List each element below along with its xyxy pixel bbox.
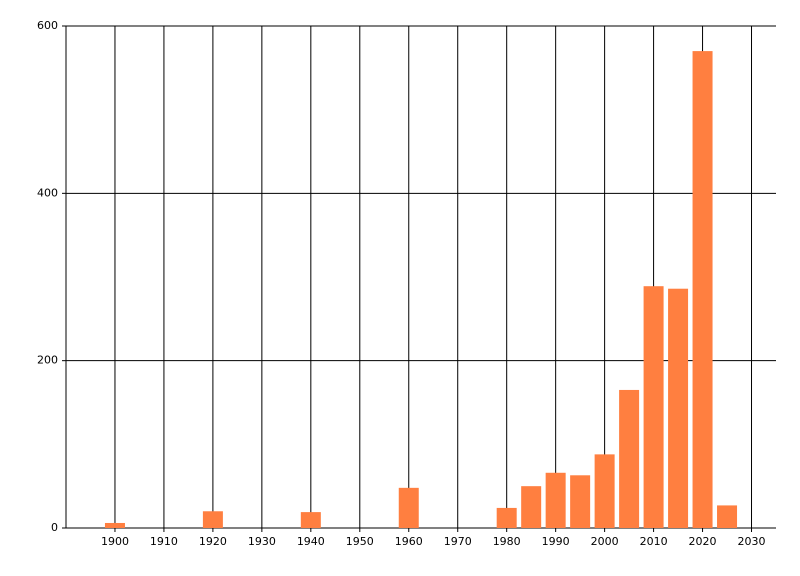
bar	[668, 288, 689, 528]
x-tick-label: 1970	[444, 535, 472, 548]
x-tick-label: 1980	[493, 535, 521, 548]
bar	[717, 505, 738, 528]
bar	[398, 487, 419, 528]
bar	[643, 286, 664, 528]
x-tick-label: 1950	[346, 535, 374, 548]
bar	[521, 486, 542, 528]
x-tick-label: 1930	[248, 535, 276, 548]
bar	[104, 522, 125, 528]
x-tick-label: 1910	[150, 535, 178, 548]
bar	[570, 475, 591, 528]
x-tick-label: 2030	[738, 535, 766, 548]
x-tick-label: 1960	[395, 535, 423, 548]
bar	[692, 51, 713, 528]
bar	[619, 389, 640, 528]
x-tick-label: 2000	[591, 535, 619, 548]
y-tick-label: 400	[37, 186, 58, 199]
x-tick-label: 1900	[101, 535, 129, 548]
x-tick-label: 1920	[199, 535, 227, 548]
bar	[300, 512, 321, 528]
bar	[496, 507, 517, 528]
y-tick-label: 200	[37, 354, 58, 367]
y-tick-label: 600	[37, 19, 58, 32]
y-tick-label: 0	[51, 521, 58, 534]
x-tick-label: 1940	[297, 535, 325, 548]
x-tick-label: 2020	[689, 535, 717, 548]
bar	[202, 511, 223, 528]
x-tick-label: 2010	[640, 535, 668, 548]
bar	[594, 454, 615, 528]
x-tick-label: 1990	[542, 535, 570, 548]
bar	[545, 472, 566, 528]
